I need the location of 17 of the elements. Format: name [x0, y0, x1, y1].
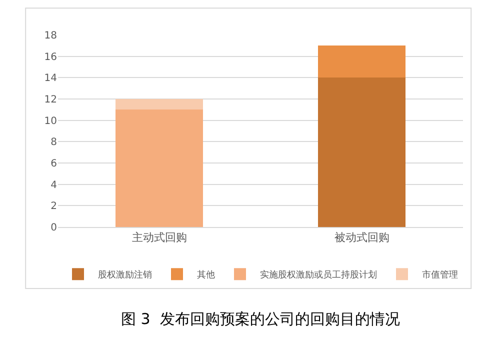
legend-label: 实施股权激励或员工持股计划 [260, 270, 377, 281]
y-tick-label: 12 [44, 94, 57, 106]
y-tick-label: 2 [50, 201, 57, 212]
y-tick-label: 0 [50, 222, 57, 234]
y-tick-label: 16 [44, 52, 57, 63]
y-tick-label: 18 [44, 30, 57, 42]
y-tick-label: 6 [50, 158, 57, 170]
legend-label: 市值管理 [422, 270, 458, 281]
x-tick-label: 被动式回购 [334, 231, 390, 244]
caption: 图 3 发布回购预案的公司的回购目的情况 [121, 310, 400, 328]
y-tick-label: 8 [50, 137, 57, 148]
x-tick-label: 主动式回购 [132, 231, 187, 244]
legend-label: 股权激励注销 [98, 270, 152, 281]
y-tick-label: 4 [50, 180, 57, 191]
y-tick-label: 10 [44, 116, 57, 127]
legend-label: 其他 [197, 270, 215, 281]
y-tick-label: 14 [44, 73, 57, 84]
